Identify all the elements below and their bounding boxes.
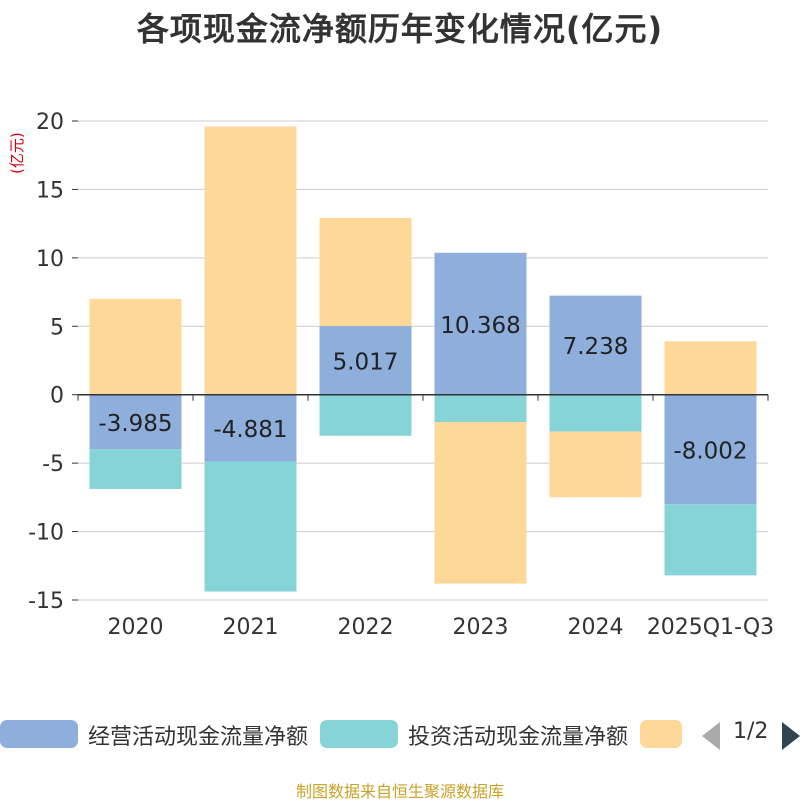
- legend-page-indicator: 1/2: [733, 719, 769, 744]
- legend-item-operating[interactable]: 经营活动现金流量净额: [0, 718, 310, 750]
- bar-financing-2024[interactable]: [549, 431, 642, 498]
- legend-label-investing: 投资活动现金流量净额: [408, 725, 629, 750]
- bar-investing-2023[interactable]: [434, 394, 527, 423]
- legend-swatch-operating: [0, 720, 78, 748]
- bar-financing-2021[interactable]: [204, 126, 297, 395]
- bar-investing-2025Q1-Q3[interactable]: [664, 504, 757, 576]
- legend-label-operating: 经营活动现金流量净额: [88, 725, 309, 750]
- data-label-2021: -4.881: [213, 417, 287, 443]
- bar-investing-2020[interactable]: [89, 449, 182, 489]
- bar-financing-2020[interactable]: [89, 298, 182, 395]
- y-tick-label: 15: [36, 178, 64, 203]
- grid-lines: [78, 120, 768, 601]
- data-labels: -3.985 -4.881 5.017 10.368 7.238 -8.002: [98, 313, 747, 465]
- data-label-2022: 5.017: [333, 349, 399, 375]
- bar-operating-2025Q1-Q3[interactable]: [664, 394, 757, 505]
- bar-financing-2022[interactable]: [319, 217, 412, 327]
- bar-investing-2022[interactable]: [319, 394, 412, 436]
- x-tick-label-2025Q1-Q3: 2025Q1-Q3: [647, 615, 774, 640]
- y-tick-label: -10: [28, 521, 64, 546]
- bar-operating-2022[interactable]: [319, 326, 412, 395]
- bar-financing-2023[interactable]: [434, 422, 527, 584]
- x-tick-label-2021: 2021: [223, 615, 279, 640]
- y-tick-label: 10: [36, 247, 64, 272]
- y-tick-label: -5: [42, 452, 64, 477]
- x-tick-label-2022: 2022: [338, 615, 394, 640]
- bar-operating-2024[interactable]: [549, 295, 642, 395]
- data-label-2024: 7.238: [563, 334, 629, 360]
- y-tick-label: 0: [50, 384, 64, 409]
- legend-swatch-financing: [640, 720, 682, 748]
- chart-title: 各项现金流净额历年变化情况(亿元): [136, 10, 664, 48]
- x-tick-label-2024: 2024: [568, 615, 624, 640]
- bars: [89, 126, 757, 592]
- y-tick-label: 20: [36, 110, 64, 135]
- legend-prev-icon[interactable]: [702, 722, 720, 750]
- legend-next-icon[interactable]: [782, 722, 800, 750]
- legend-pager: 1/2: [700, 718, 800, 750]
- x-tick-label-2020: 2020: [108, 615, 164, 640]
- y-tick-label: -15: [28, 589, 64, 614]
- legend-item-investing[interactable]: 投资活动现金流量净额: [320, 718, 630, 750]
- y-tick-label: 5: [50, 315, 64, 340]
- bar-investing-2021[interactable]: [204, 461, 297, 592]
- legend-swatch-investing: [320, 720, 398, 748]
- data-label-2023: 10.368: [440, 313, 520, 339]
- data-label-2020: -3.985: [98, 411, 172, 437]
- x-tick-label-2023: 2023: [453, 615, 509, 640]
- bar-investing-2024[interactable]: [549, 394, 642, 432]
- bar-operating-2020[interactable]: [89, 394, 182, 450]
- data-source: 制图数据来自恒生聚源数据库: [295, 782, 504, 801]
- legend-item-financing[interactable]: [640, 718, 690, 750]
- bar-operating-2021[interactable]: [204, 394, 297, 462]
- bar-financing-2025Q1-Q3[interactable]: [664, 341, 757, 395]
- data-label-2025Q1-Q3: -8.002: [673, 438, 747, 464]
- bar-operating-2023[interactable]: [434, 252, 527, 395]
